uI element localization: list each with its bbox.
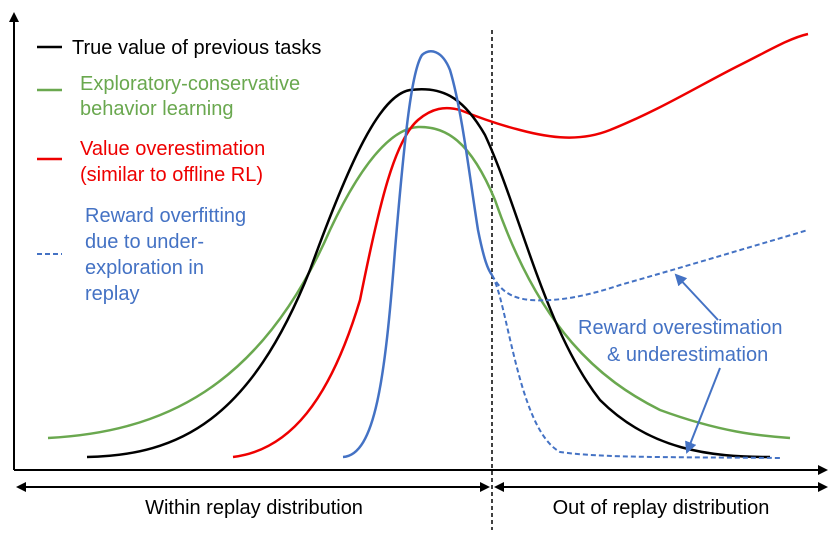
- annotation-text-line2: & underestimation: [607, 344, 768, 366]
- curve-value-overestimation: [232, 32, 809, 459]
- curve-true-value: [86, 87, 771, 459]
- legend-label-reward-overfitting-line3: exploration in: [85, 257, 204, 279]
- legend-label-overestimation-line1: Value overestimation: [80, 138, 265, 160]
- annotation-text-line1: Reward overestimation: [578, 317, 783, 339]
- annotation-arrow-down: [685, 367, 721, 454]
- legend-label-reward-overfitting-line1: Reward overfitting: [85, 205, 246, 227]
- annotation: Reward overestimation & underestimation: [578, 317, 783, 366]
- curve-reward-overfitting-solid: [342, 50, 494, 459]
- region-label-out: Out of replay distribution: [553, 497, 770, 519]
- curves: [47, 32, 809, 459]
- legend-label-exploratory-line2: behavior learning: [80, 98, 233, 120]
- curve-reward-overfitting-upper-dashed: [491, 229, 809, 302]
- annotation-arrows: [674, 273, 721, 454]
- axes: [9, 12, 828, 475]
- legend-label-overestimation-line2: (similar to offline RL): [80, 164, 263, 186]
- region-label-within: Within replay distribution: [145, 497, 363, 519]
- annotation-arrow-up: [674, 273, 719, 321]
- legend: True value of previous tasks Exploratory…: [37, 37, 321, 305]
- legend-label-exploratory-line1: Exploratory-conservative: [80, 73, 300, 95]
- curve-reward-overfitting-lower-dashed: [491, 274, 781, 459]
- legend-label-reward-overfitting-line2: due to under-: [85, 231, 204, 253]
- legend-label-true-value: True value of previous tasks: [72, 37, 321, 59]
- legend-label-reward-overfitting-line4: replay: [85, 283, 139, 305]
- curve-exploratory-conservative: [47, 125, 791, 440]
